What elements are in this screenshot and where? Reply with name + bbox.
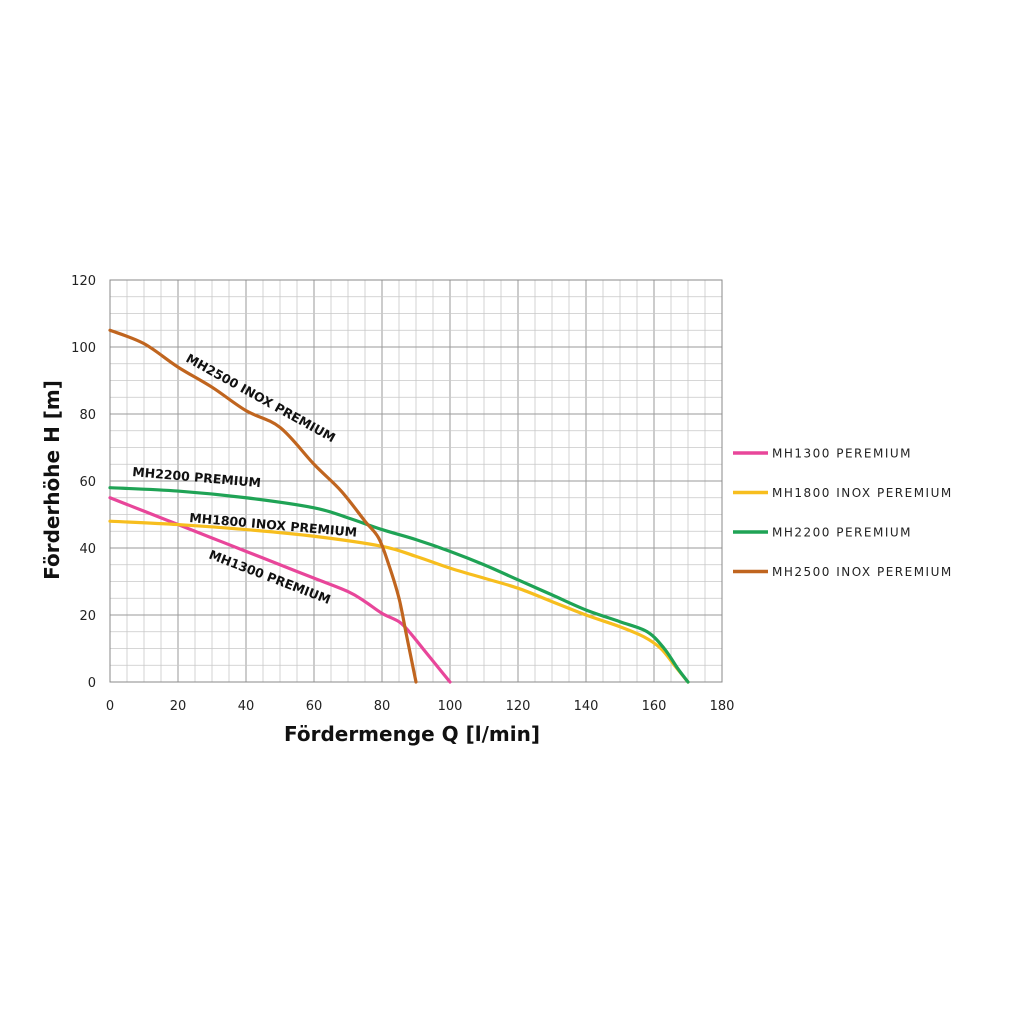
- x-tick-label: 180: [710, 699, 735, 714]
- series-line-mh2200: [108, 486, 690, 684]
- legend-label-mh2500-inox: MH2500 INOX PEREMIUM: [772, 565, 953, 579]
- x-tick-label: 120: [506, 699, 531, 714]
- legend-label-mh1300: MH1300 PEREMIUM: [772, 447, 912, 461]
- y-tick-label: 80: [79, 408, 96, 423]
- y-tick-label: 20: [79, 609, 96, 624]
- y-axis-title: Förderhöhe H [m]: [40, 380, 64, 580]
- legend-label-mh2200: MH2200 PEREMIUM: [772, 526, 912, 540]
- grid: [109, 279, 723, 683]
- x-tick-label: 60: [306, 699, 323, 714]
- x-tick-label: 160: [642, 699, 667, 714]
- x-tick-label: 40: [238, 699, 255, 714]
- x-tick-label: 0: [106, 699, 114, 714]
- y-tick-label: 60: [79, 475, 96, 490]
- y-tick-label: 0: [88, 676, 96, 691]
- y-tick-label: 40: [79, 542, 96, 557]
- x-tick-label: 100: [438, 699, 463, 714]
- y-tick-label: 100: [71, 341, 96, 356]
- x-tick-label: 140: [574, 699, 599, 714]
- x-tick-label: 80: [374, 699, 391, 714]
- curve-label-mh2200: MH2200 PREMIUM: [132, 464, 262, 490]
- x-tick-label: 20: [170, 699, 187, 714]
- axes: 0 20 40 60 80 100 120 140 160 180 0 20 40 60 80 100 120: [71, 274, 734, 714]
- y-tick-label: 120: [71, 274, 96, 289]
- series-line-mh2500-inox: [108, 328, 418, 684]
- legend: MH1300 PEREMIUM MH1800 INOX PEREMIUM MH220…: [733, 447, 953, 579]
- legend-label-mh1800-inox: MH1800 INOX PEREMIUM: [772, 486, 953, 500]
- series-line-mh1300: [108, 496, 452, 684]
- series-line-mh1800-inox: [108, 519, 690, 684]
- x-axis-title: Fördermenge Q [l/min]: [284, 722, 540, 746]
- curves: [108, 328, 690, 684]
